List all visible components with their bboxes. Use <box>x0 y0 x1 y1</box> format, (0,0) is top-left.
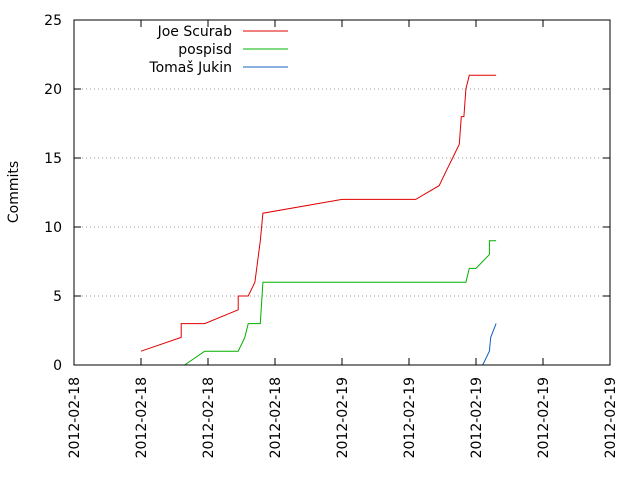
x-tick-label: 2012-02-19 <box>603 377 619 458</box>
legend-label: Joe Scurab <box>157 24 233 40</box>
x-tick-label: 2012-02-18 <box>134 377 150 458</box>
legend-label: Tomaš Jukin <box>148 60 232 76</box>
x-tick-label: 2012-02-18 <box>201 377 217 458</box>
y-tick-label: 5 <box>53 289 62 305</box>
y-axis-ticks: 0 5 10 15 20 25 <box>44 13 610 374</box>
series-line-1 <box>184 240 497 366</box>
series-line-2 <box>482 323 497 366</box>
x-tick-label: 2012-02-19 <box>402 377 418 458</box>
y-tick-label: 10 <box>44 220 62 236</box>
y-axis-label: Commits <box>6 161 22 223</box>
legend-label: pospisd <box>178 42 232 58</box>
series-line-0 <box>140 74 497 352</box>
grid-lines <box>74 88 610 297</box>
series-lines <box>140 74 497 366</box>
x-tick-label: 2012-02-18 <box>268 377 284 458</box>
x-tick-label: 2012-02-19 <box>335 377 351 458</box>
x-tick-label: 2012-02-19 <box>536 377 552 458</box>
y-tick-label: 0 <box>53 358 62 374</box>
x-tick-label: 2012-02-18 <box>67 377 83 458</box>
x-tick-label: 2012-02-19 <box>469 377 485 458</box>
y-tick-label: 20 <box>44 82 62 98</box>
legend: Joe Scurab pospisd Tomaš Jukin <box>148 24 288 76</box>
x-axis-ticks: 2012-02-18 2012-02-18 2012-02-18 2012-02-18… <box>67 20 619 458</box>
y-tick-label: 25 <box>44 13 62 29</box>
y-tick-label: 15 <box>44 151 62 167</box>
